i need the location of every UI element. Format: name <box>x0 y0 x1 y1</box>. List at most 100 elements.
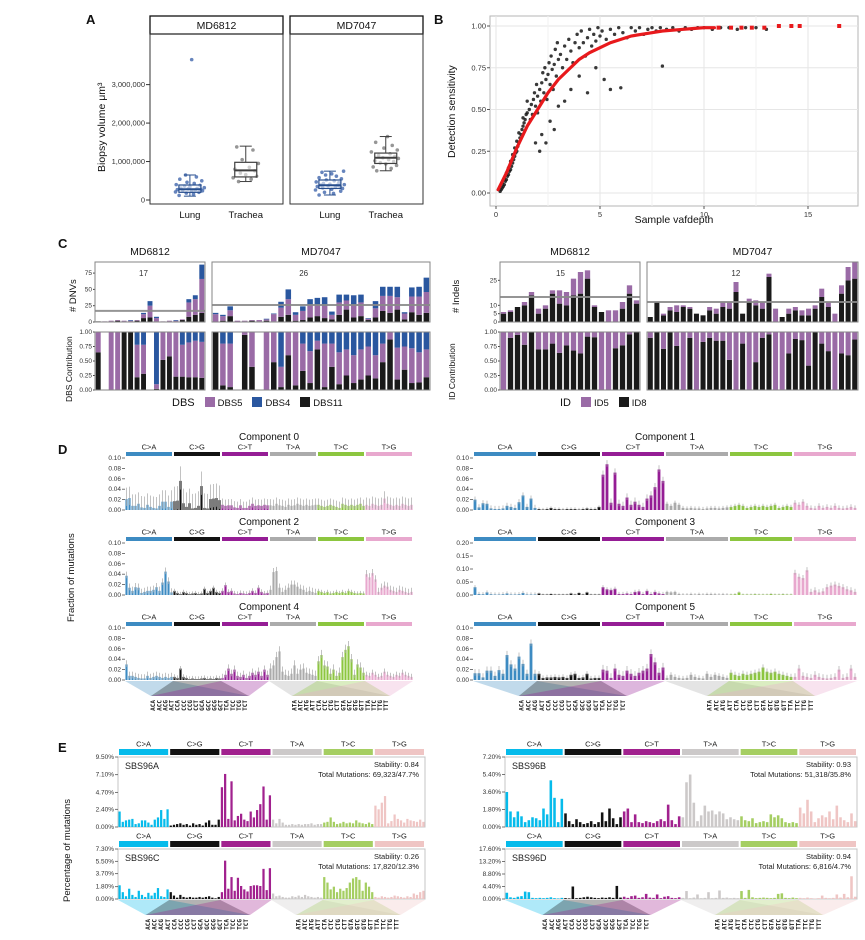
svg-text:T>C: T>C <box>762 740 777 749</box>
svg-text:0.02: 0.02 <box>108 582 121 589</box>
svg-text:8.80%: 8.80% <box>483 871 502 878</box>
svg-text:0: 0 <box>141 196 145 205</box>
svg-text:ATC: ATC <box>302 919 309 930</box>
svg-text:CCC: CCC <box>181 700 188 711</box>
svg-text:Total Mutations: 69,323/47.7%: Total Mutations: 69,323/47.7% <box>318 770 419 779</box>
svg-text:0.04: 0.04 <box>108 486 121 493</box>
svg-text:0.15: 0.15 <box>456 553 469 560</box>
svg-text:0.04: 0.04 <box>456 486 469 493</box>
svg-text:C>G: C>G <box>189 528 205 537</box>
svg-text:GCG: GCG <box>586 700 593 711</box>
svg-text:0.04: 0.04 <box>108 656 121 663</box>
svg-text:0.06: 0.06 <box>456 646 469 653</box>
svg-text:CCA: CCA <box>569 919 576 930</box>
svg-text:GCA: GCA <box>199 700 206 711</box>
svg-text:C>G: C>G <box>561 528 577 537</box>
svg-text:TTT: TTT <box>393 919 400 930</box>
svg-text:TCA: TCA <box>600 700 607 711</box>
svg-text:CCG: CCG <box>559 700 566 711</box>
svg-text:Lung: Lung <box>179 210 200 221</box>
svg-text:5: 5 <box>493 311 497 318</box>
svg-text:GTA: GTA <box>348 919 355 930</box>
svg-text:0.04: 0.04 <box>456 656 469 663</box>
svg-text:T>C: T>C <box>341 832 356 841</box>
svg-text:C>A: C>A <box>142 528 157 537</box>
svg-text:ACT: ACT <box>562 919 569 930</box>
panel-a-label: A <box>86 12 96 27</box>
svg-text:13.20%: 13.20% <box>479 859 501 866</box>
svg-text:CTT: CTT <box>341 919 348 930</box>
svg-text:C>G: C>G <box>187 832 203 841</box>
svg-text:5.50%: 5.50% <box>96 858 115 865</box>
svg-text:CTG: CTG <box>755 919 762 930</box>
svg-text:ATA: ATA <box>296 919 303 930</box>
svg-text:T>A: T>A <box>286 443 300 452</box>
svg-text:1.00: 1.00 <box>484 329 497 336</box>
panel-d-label: D <box>58 442 68 457</box>
dbs-legend-title: DBS <box>172 397 195 409</box>
svg-text:MD7047: MD7047 <box>301 246 341 258</box>
svg-text:CTT: CTT <box>754 700 761 711</box>
svg-text:CTC: CTC <box>740 700 747 711</box>
svg-text:ACG: ACG <box>162 700 169 711</box>
svg-text:T>C: T>C <box>754 443 769 452</box>
svg-text:CTG: CTG <box>747 700 754 711</box>
svg-text:0.00: 0.00 <box>456 507 469 514</box>
svg-text:0.08: 0.08 <box>108 635 121 642</box>
svg-text:T>G: T>G <box>818 528 833 537</box>
svg-text:0.10: 0.10 <box>456 566 469 573</box>
svg-text:0.00: 0.00 <box>108 592 121 599</box>
svg-text:C>T: C>T <box>644 832 659 841</box>
svg-text:C>A: C>A <box>527 832 542 841</box>
svg-text:ATT: ATT <box>310 700 317 711</box>
svg-text:GCT: GCT <box>593 700 600 711</box>
svg-text:TCG: TCG <box>613 700 620 711</box>
svg-text:GTC: GTC <box>775 919 782 930</box>
svg-text:GTT: GTT <box>367 919 374 930</box>
svg-text:TCG: TCG <box>237 919 244 930</box>
svg-text:T>G: T>G <box>382 443 397 452</box>
svg-text:ACG: ACG <box>158 919 165 930</box>
svg-text:C>T: C>T <box>238 613 253 622</box>
svg-text:ACA: ACA <box>519 700 526 711</box>
svg-text:GTG: GTG <box>361 919 368 930</box>
svg-text:CTT: CTT <box>334 700 341 711</box>
svg-text:GCA: GCA <box>596 919 603 930</box>
svg-text:TTC: TTC <box>380 919 387 930</box>
svg-text:ACA: ACA <box>150 700 157 711</box>
svg-text:GCG: GCG <box>610 919 617 930</box>
svg-text:T>A: T>A <box>290 832 304 841</box>
svg-text:TCA: TCA <box>223 919 230 930</box>
svg-text:C>T: C>T <box>626 613 641 622</box>
svg-text:0.75: 0.75 <box>484 344 497 351</box>
svg-text:ACA: ACA <box>542 919 549 930</box>
svg-text:50: 50 <box>85 286 93 293</box>
svg-text:TTT: TTT <box>808 700 815 711</box>
svg-text:SBS96B: SBS96B <box>512 761 546 771</box>
id8-swatch <box>618 397 629 407</box>
svg-text:GCC: GCC <box>603 919 610 930</box>
svg-text:CTA: CTA <box>316 700 323 711</box>
svg-text:17: 17 <box>139 269 148 278</box>
svg-text:ATG: ATG <box>728 919 735 930</box>
svg-text:GCT: GCT <box>616 919 623 930</box>
svg-text:15: 15 <box>556 269 565 278</box>
svg-text:CTT: CTT <box>762 919 769 930</box>
svg-text:1,000,000: 1,000,000 <box>112 157 145 166</box>
svg-text:ATT: ATT <box>727 700 734 711</box>
svg-text:GCT: GCT <box>217 919 224 930</box>
svg-text:4.70%: 4.70% <box>96 789 115 796</box>
svg-text:TCT: TCT <box>243 919 250 930</box>
svg-text:0.25: 0.25 <box>471 147 486 156</box>
svg-text:GCA: GCA <box>197 919 204 930</box>
svg-text:0.00: 0.00 <box>471 189 486 198</box>
svg-text:GTT: GTT <box>359 700 366 711</box>
dbs-legend: DBS DBS5 DBS4 DBS11 <box>172 397 343 409</box>
svg-text:ATA: ATA <box>707 700 714 711</box>
svg-text:TTA: TTA <box>788 700 795 711</box>
svg-text:0.10: 0.10 <box>456 625 469 632</box>
svg-text:C>A: C>A <box>498 613 513 622</box>
panel-d-signatures: Component 0 C>A C>G C>T T>A T>C T>G 0.00 0.02 0.0… <box>108 432 857 711</box>
legend-item-id8: ID8 <box>618 397 647 409</box>
svg-text:GTT: GTT <box>781 700 788 711</box>
